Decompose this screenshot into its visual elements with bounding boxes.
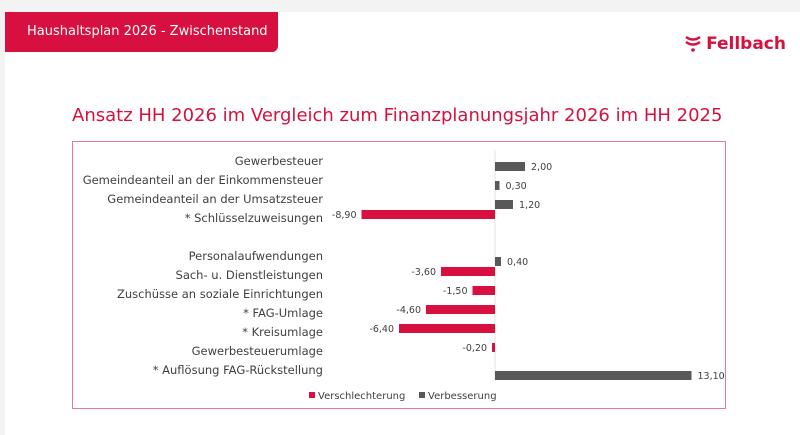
bar	[399, 324, 495, 333]
bar	[441, 267, 495, 276]
bar	[495, 257, 501, 266]
category-label: Sach- u. Dienstleistungen	[176, 268, 323, 282]
bar-chart: Gewerbesteuer 2,00 Gemeindeanteil an der E…	[83, 150, 725, 402]
data-label: -3,60	[411, 267, 436, 278]
category-label: Personalaufwendungen	[189, 249, 323, 263]
slide: Haushaltsplan 2026 - Zwischenstand Fellb…	[5, 12, 800, 435]
fellbach-logo-icon	[685, 35, 701, 52]
category-label: Gemeindeanteil an der Einkommensteuer	[83, 173, 324, 187]
header-tab: Haushaltsplan 2026 - Zwischenstand	[5, 12, 278, 52]
category-label: Gemeindeanteil an der Umsatzsteuer	[107, 192, 323, 206]
bar	[426, 305, 495, 314]
chart-frame: Gewerbesteuer 2,00 Gemeindeanteil an der E…	[72, 141, 726, 409]
data-label: -8,90	[332, 210, 357, 221]
legend-swatch	[419, 392, 425, 398]
bar	[492, 343, 495, 352]
data-label: -1,50	[443, 286, 468, 297]
data-label: -6,40	[369, 324, 394, 335]
category-label: Gewerbesteuerumlage	[192, 344, 323, 358]
data-label: 0,40	[507, 257, 528, 268]
bar	[495, 200, 513, 209]
bar	[361, 210, 495, 219]
category-label: Zuschüsse an soziale Einrichtungen	[117, 287, 323, 301]
bar	[495, 162, 525, 171]
data-label: -0,20	[462, 343, 487, 354]
category-label: * Schlüsselzuweisungen	[185, 211, 323, 225]
legend-label: Verschlechterung	[318, 391, 405, 402]
data-label: 1,20	[519, 200, 540, 211]
category-label: Gewerbesteuer	[235, 154, 324, 168]
data-label: 13,10	[698, 371, 725, 382]
category-label: * Auflösung FAG-Rückstellung	[153, 363, 323, 377]
category-label: * FAG-Umlage	[243, 306, 323, 320]
slide-title: Ansatz HH 2026 im Vergleich zum Finanzpl…	[72, 105, 723, 126]
logo: Fellbach	[685, 34, 786, 54]
bar	[495, 181, 500, 190]
bar	[495, 371, 692, 380]
bar	[472, 286, 495, 295]
category-label: * Kreisumlage	[242, 325, 323, 339]
data-label: 2,00	[531, 162, 552, 173]
logo-text: Fellbach	[706, 34, 786, 54]
data-label: 0,30	[506, 181, 527, 192]
legend-label: Verbesserung	[428, 391, 497, 402]
legend-swatch	[309, 392, 315, 398]
data-label: -4,60	[396, 305, 421, 316]
